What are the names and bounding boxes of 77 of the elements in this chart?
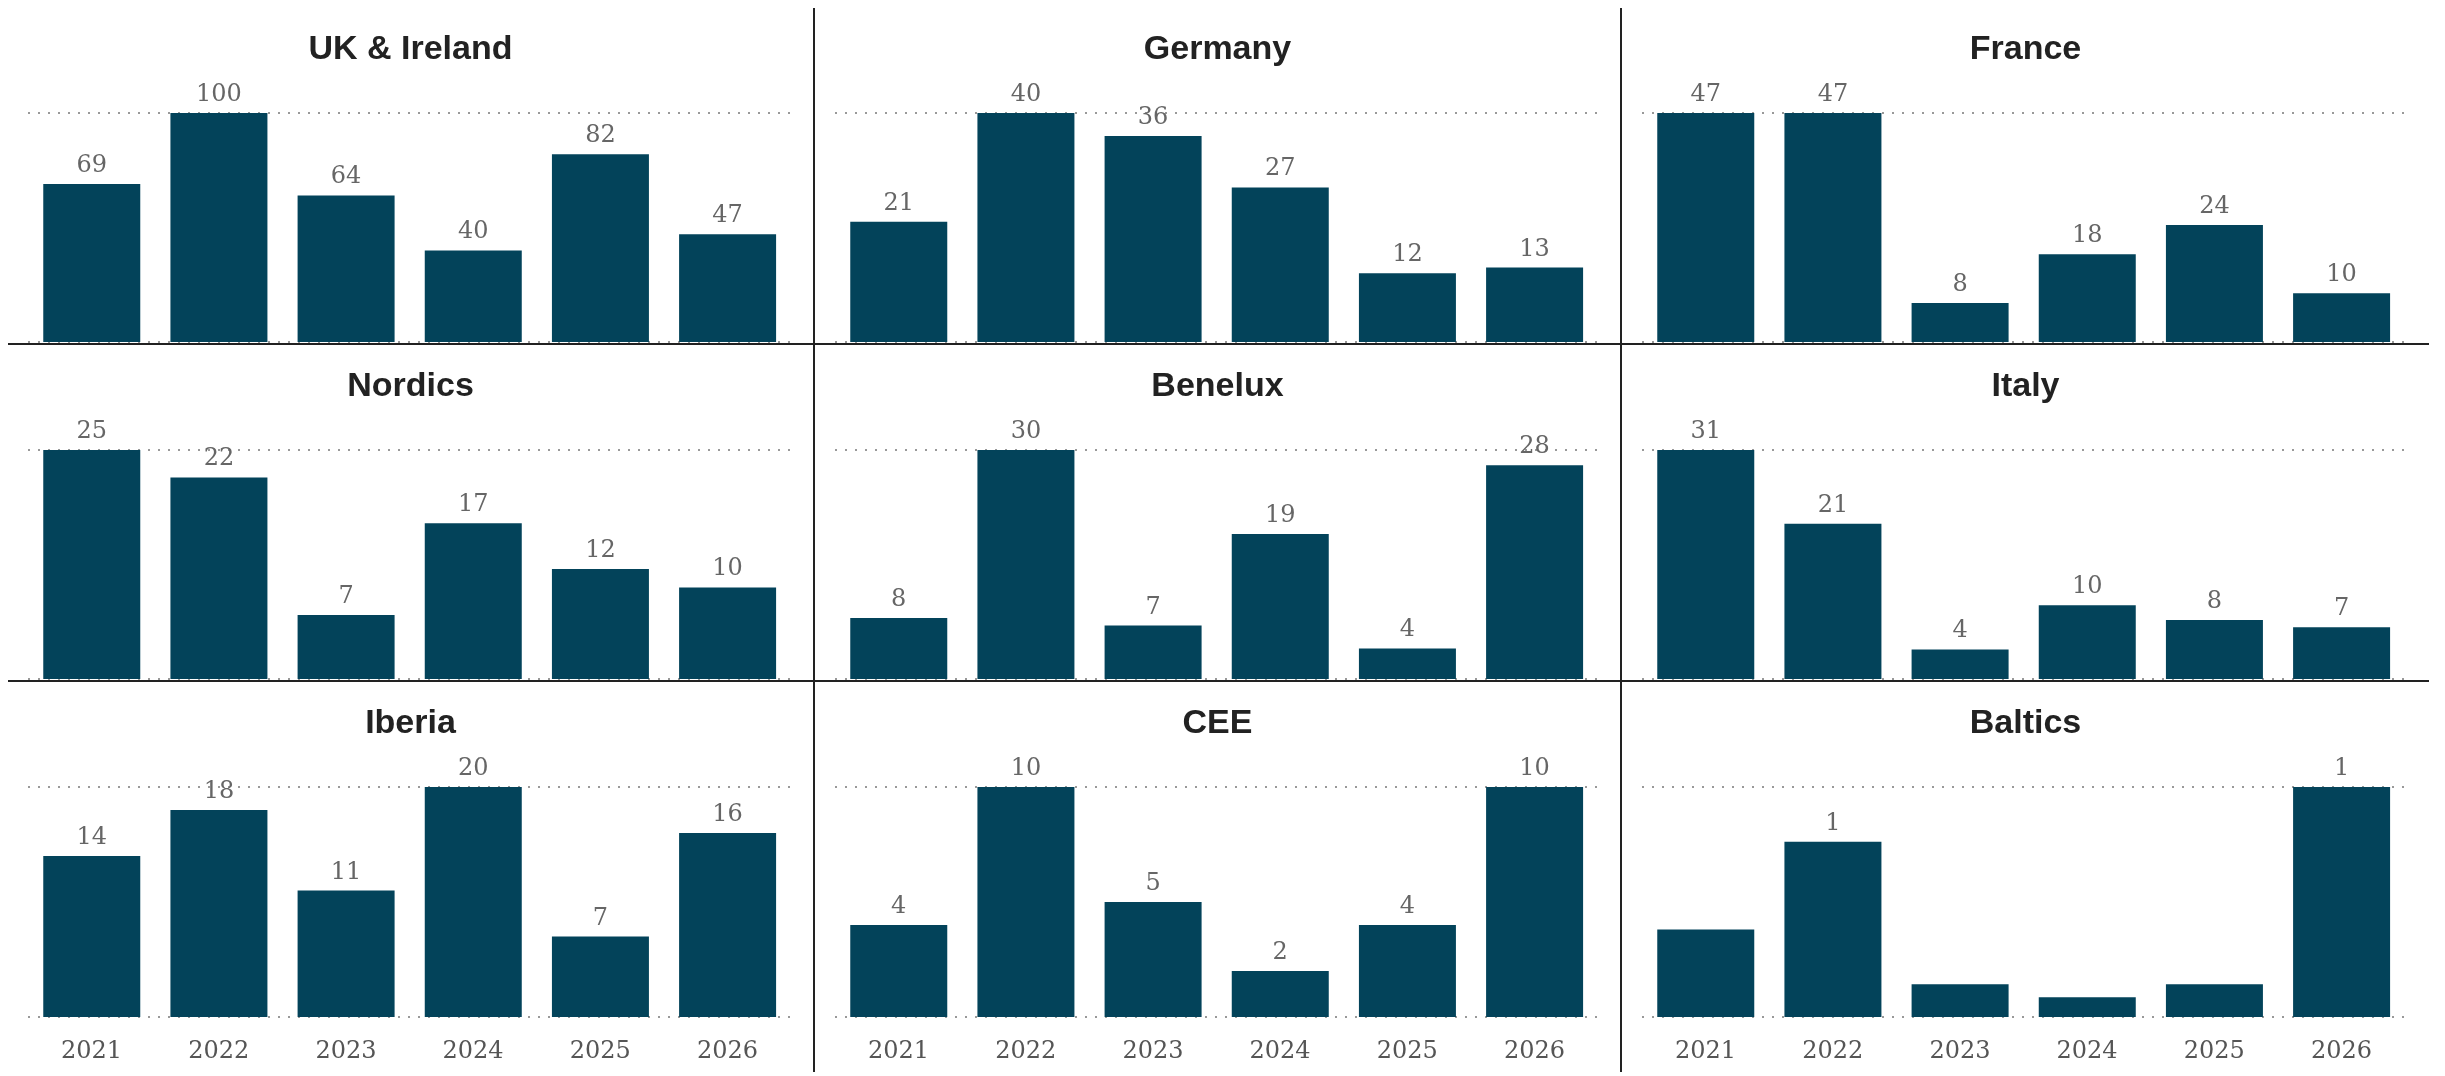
data-label: 47: [712, 200, 743, 229]
data-label: 12: [585, 535, 616, 564]
data-label: 25: [76, 416, 108, 444]
data-label: 4: [1399, 614, 1416, 643]
data-label: 7: [592, 902, 609, 931]
x-tick-label: 2025: [1376, 1036, 1438, 1065]
chart-title: France: [1968, 27, 2083, 68]
x-tick-label: 2024: [2056, 1036, 2118, 1065]
data-label: 7: [2333, 593, 2350, 622]
data-label: 19: [1264, 499, 1296, 528]
x-tick-label: 2023: [1929, 1036, 1991, 1065]
x-tick-label: 2024: [442, 1036, 504, 1065]
data-label: 4: [1399, 891, 1416, 919]
data-label: 4: [1952, 615, 1968, 644]
chart-title: Nordics: [346, 364, 475, 405]
data-label: 7: [338, 580, 354, 609]
data-label: 21: [1817, 489, 1849, 518]
chart-title: Germany: [1142, 27, 1293, 68]
x-tick-label: 2021: [61, 1036, 123, 1065]
data-label: 40: [457, 216, 489, 245]
x-tick-label: 2022: [1802, 1036, 1864, 1065]
data-label: 2: [1272, 937, 1288, 965]
data-label: 27: [1264, 153, 1296, 182]
data-label: 47: [1817, 79, 1849, 107]
x-tick-label: 2026: [1503, 1036, 1565, 1065]
x-tick-label: 2022: [995, 1036, 1057, 1065]
data-label: 36: [1137, 101, 1169, 130]
x-tick-label: 2025: [569, 1036, 631, 1065]
data-label: 5: [1145, 868, 1161, 896]
data-label: 31: [1690, 416, 1722, 444]
data-label: 28: [1519, 431, 1550, 460]
data-label: 8: [1952, 269, 1968, 298]
data-label: 17: [457, 489, 489, 518]
data-label: 69: [76, 149, 108, 178]
x-tick-label: 2024: [1249, 1036, 1311, 1065]
data-label: 100: [196, 79, 242, 107]
x-tick-label: 2022: [188, 1036, 250, 1065]
data-label: 10: [712, 553, 743, 582]
data-label: 10: [1519, 753, 1550, 781]
x-tick-label: 2023: [1122, 1036, 1184, 1065]
chart-title: Baltics: [1968, 701, 2083, 742]
data-label: 8: [891, 583, 907, 612]
data-label: 82: [585, 120, 616, 149]
x-tick-label: 2026: [2310, 1036, 2372, 1065]
data-label: 11: [330, 856, 362, 885]
chart-title: Iberia: [364, 701, 457, 742]
data-label: 14: [76, 822, 108, 850]
chart-title: UK & Ireland: [307, 27, 514, 68]
data-label: 16: [712, 799, 743, 827]
data-label: 1: [1825, 807, 1841, 836]
data-label: 40: [1010, 79, 1042, 107]
data-label: 12: [1392, 239, 1423, 268]
data-label: 10: [1010, 753, 1042, 781]
x-tick-label: 2021: [1675, 1036, 1737, 1065]
data-label: 24: [2199, 191, 2230, 220]
chart-title: Benelux: [1150, 364, 1285, 405]
data-label: 4: [891, 891, 907, 919]
chart-title: Italy: [1990, 364, 2061, 405]
data-label: 21: [883, 187, 915, 216]
data-label: 22: [203, 443, 235, 472]
x-tick-label: 2026: [696, 1036, 758, 1065]
x-tick-label: 2025: [2183, 1036, 2245, 1065]
data-label: 64: [330, 161, 362, 190]
data-label: 18: [2071, 220, 2103, 249]
chart-title: CEE: [1181, 701, 1254, 742]
data-label: 18: [203, 776, 235, 804]
x-tick-label: 2023: [315, 1036, 377, 1065]
data-label: 20: [457, 753, 489, 781]
data-label: 47: [1690, 79, 1722, 107]
data-label: 30: [1010, 416, 1042, 444]
x-tick-label: 2021: [868, 1036, 930, 1065]
data-label: 7: [1145, 591, 1161, 620]
data-label: 10: [2071, 571, 2103, 600]
data-label: 10: [2326, 259, 2357, 288]
data-label: 8: [2206, 585, 2223, 614]
data-label: 13: [1519, 233, 1550, 262]
data-label: 1: [2333, 753, 2350, 781]
